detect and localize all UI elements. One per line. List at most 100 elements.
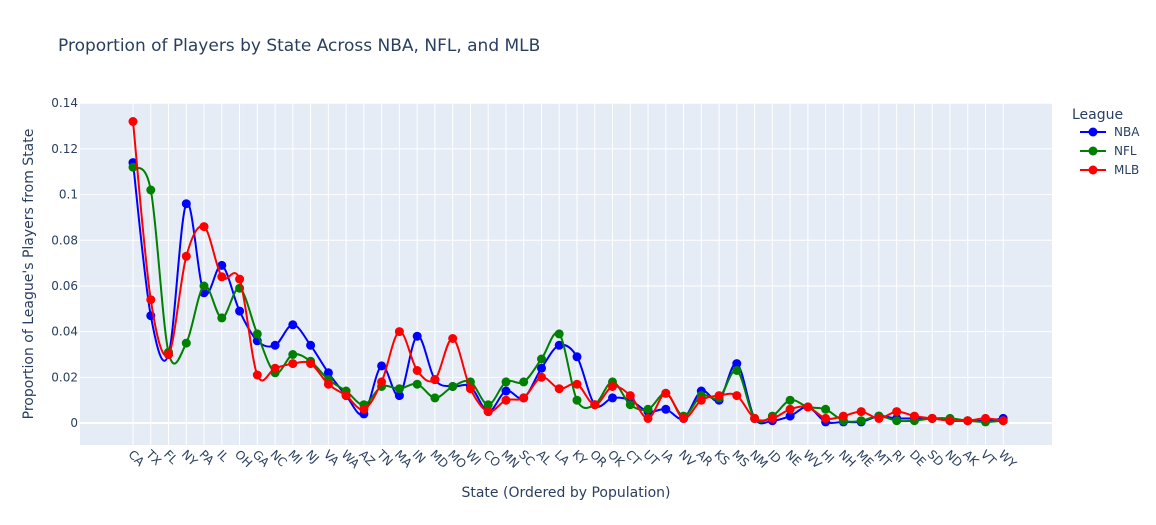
data-point-nfl[interactable] [537,354,546,364]
data-point-nfl[interactable] [199,281,209,291]
data-point-mlb[interactable] [554,384,564,394]
data-point-mlb[interactable] [661,388,671,398]
data-point-mlb[interactable] [874,413,884,423]
data-point-mlb[interactable] [519,393,529,403]
legend-item-nba[interactable]: NBA [1080,125,1140,139]
data-point-nfl[interactable] [128,162,138,172]
data-point-mlb[interactable] [785,404,795,414]
data-point-mlb[interactable] [501,395,511,405]
data-point-mlb[interactable] [199,222,209,232]
legend-item-mlb[interactable]: MLB [1080,163,1139,177]
data-point-mlb[interactable] [394,327,404,337]
data-point-mlb[interactable] [625,391,635,401]
data-point-nfl[interactable] [625,400,635,410]
data-point-mlb[interactable] [377,377,387,387]
data-point-nfl[interactable] [252,329,262,339]
data-point-mlb[interactable] [288,359,298,369]
data-point-nfl[interactable] [217,313,227,323]
data-point-mlb[interactable] [838,411,848,421]
data-point-mlb[interactable] [803,402,813,412]
data-point-nba[interactable] [270,340,280,350]
data-point-nfl[interactable] [785,395,795,405]
x-tick-label: KS [712,447,733,468]
data-point-mlb[interactable] [732,391,742,401]
data-point-mlb[interactable] [590,400,600,410]
data-point-mlb[interactable] [981,413,990,423]
data-point-nfl[interactable] [732,366,742,375]
data-point-nba[interactable] [554,340,564,350]
data-point-mlb[interactable] [945,416,955,426]
data-point-nfl[interactable] [501,377,511,387]
data-point-nba[interactable] [323,368,333,378]
data-point-nfl[interactable] [430,393,440,403]
data-point-nfl[interactable] [181,338,191,348]
data-point-mlb[interactable] [714,391,724,401]
data-point-mlb[interactable] [430,375,440,385]
x-tick-label: UT [641,447,663,469]
data-point-nba[interactable] [288,320,298,330]
data-point-nfl[interactable] [643,404,653,414]
data-point-mlb[interactable] [252,370,262,380]
data-point-mlb[interactable] [465,384,475,394]
data-point-nba[interactable] [732,359,742,369]
data-point-mlb[interactable] [359,404,369,414]
data-point-mlb[interactable] [998,416,1008,426]
data-point-nfl[interactable] [856,416,866,426]
data-point-nba[interactable] [377,361,387,371]
data-point-nba[interactable] [235,306,245,316]
data-point-nfl[interactable] [554,329,564,339]
data-point-mlb[interactable] [767,413,777,423]
data-point-nfl[interactable] [519,377,529,387]
data-point-nba[interactable] [537,363,546,373]
data-point-mlb[interactable] [537,372,546,382]
data-point-mlb[interactable] [856,407,866,417]
data-point-nfl[interactable] [412,379,422,389]
data-point-nba[interactable] [572,352,582,362]
data-point-nfl[interactable] [394,384,404,394]
data-point-mlb[interactable] [306,359,316,369]
data-point-nba[interactable] [394,391,404,401]
data-point-mlb[interactable] [412,366,422,375]
data-point-mlb[interactable] [164,350,173,359]
data-point-mlb[interactable] [750,413,760,423]
data-point-mlb[interactable] [608,382,617,391]
data-point-mlb[interactable] [128,117,138,126]
x-tick-label: IA [658,447,677,466]
data-point-nba[interactable] [501,386,511,396]
data-point-nfl[interactable] [448,382,458,391]
legend-items[interactable]: NBA NFL MLB [1080,125,1140,177]
data-point-mlb[interactable] [572,379,582,389]
data-point-nfl[interactable] [288,350,298,359]
data-point-nfl[interactable] [146,185,156,195]
data-point-nfl[interactable] [483,400,493,410]
data-point-nba[interactable] [608,393,617,403]
data-point-nfl[interactable] [821,404,831,414]
data-point-mlb[interactable] [217,272,227,282]
data-point-mlb[interactable] [679,413,689,423]
data-point-nfl[interactable] [892,416,902,426]
data-point-mlb[interactable] [181,251,191,261]
data-point-mlb[interactable] [927,413,937,423]
data-point-nba[interactable] [412,331,422,341]
legend[interactable]: League NBA NFL MLB [1072,107,1140,177]
data-point-mlb[interactable] [892,407,902,417]
data-point-mlb[interactable] [146,295,156,305]
legend-item-nfl[interactable]: NFL [1080,144,1137,158]
data-point-mlb[interactable] [341,391,351,401]
data-point-mlb[interactable] [643,413,653,423]
data-point-mlb[interactable] [270,363,280,373]
data-point-mlb[interactable] [235,274,245,284]
data-point-nba[interactable] [306,340,316,350]
data-point-nfl[interactable] [572,395,582,405]
data-point-mlb[interactable] [821,413,831,423]
data-point-mlb[interactable] [696,395,706,405]
data-point-mlb[interactable] [909,411,919,421]
data-point-nba[interactable] [181,199,191,209]
data-point-mlb[interactable] [323,379,333,389]
data-point-mlb[interactable] [448,334,458,343]
data-point-nba[interactable] [217,260,227,270]
data-point-nba[interactable] [661,404,671,414]
data-point-nba[interactable] [785,411,795,421]
data-point-mlb[interactable] [963,416,973,426]
data-point-mlb[interactable] [483,407,493,417]
